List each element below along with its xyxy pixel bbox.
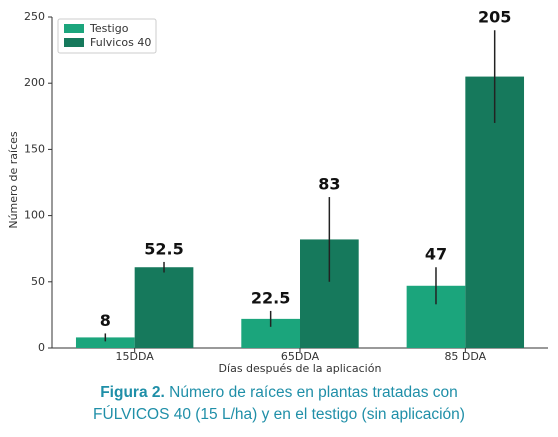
y-tick-label: 150	[24, 142, 45, 155]
x-tick-label: 65DDA	[281, 350, 320, 363]
data-annotation: 8	[100, 311, 111, 330]
data-annotation: 52.5	[144, 239, 183, 258]
data-annotation: 47	[425, 245, 447, 264]
x-tick-label: 15DDA	[116, 350, 155, 363]
y-tick-label: 0	[38, 341, 45, 354]
bar	[75, 337, 135, 348]
data-annotation: 83	[318, 175, 340, 194]
legend-label: Fulvicos 40	[90, 36, 151, 49]
x-axis-label: Días después de la aplicación	[219, 362, 382, 375]
caption-line: Número de raíces en plantas tratadas con	[169, 384, 458, 401]
legend-swatch	[64, 38, 84, 47]
data-annotation: 205	[478, 8, 511, 27]
bar	[134, 267, 194, 348]
y-axis-label: Número de raíces	[7, 131, 20, 229]
caption-line: FÚLVICOS 40 (15 L/ha) y en el testigo (s…	[93, 406, 465, 423]
y-tick-label: 250	[24, 10, 45, 23]
caption-label: Figura 2.	[100, 384, 165, 401]
legend-swatch	[64, 24, 84, 33]
x-tick-label: 85 DDA	[444, 350, 486, 363]
y-tick-label: 100	[24, 209, 45, 222]
caption: Figura 2. Número de raíces en plantas tr…	[100, 384, 458, 401]
data-annotation: 22.5	[251, 288, 290, 307]
y-tick-label: 50	[31, 275, 45, 288]
legend-label: Testigo	[89, 22, 129, 35]
y-tick-label: 200	[24, 76, 45, 89]
